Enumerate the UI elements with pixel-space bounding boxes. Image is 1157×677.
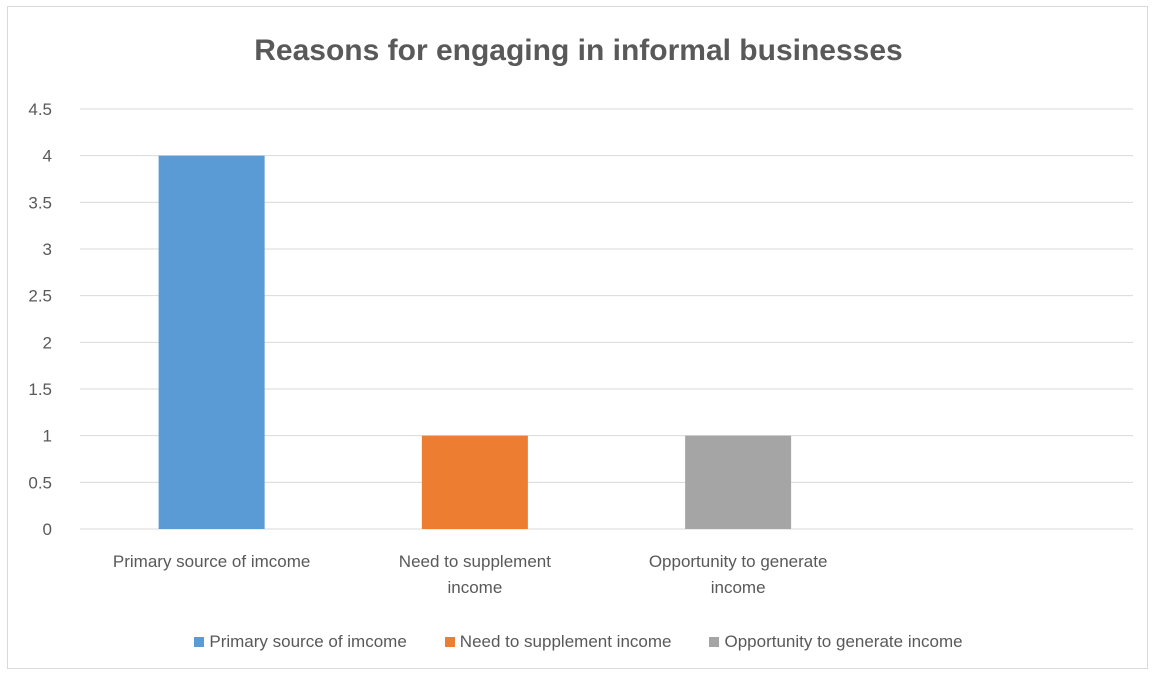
bar-1	[158, 155, 265, 529]
x-category-label: Need to supplement	[399, 552, 551, 571]
legend-swatch	[194, 637, 205, 647]
chart-title: Reasons for engaging in informal busines…	[254, 34, 903, 67]
y-tick-label: 3.5	[28, 193, 52, 212]
bar-2	[421, 435, 528, 529]
y-tick-label: 0	[43, 520, 52, 539]
x-category-label: income	[447, 578, 502, 597]
legend-swatch	[444, 637, 455, 647]
legend-item: Opportunity to generate income	[709, 632, 963, 652]
x-category-label: Primary source of imcome	[113, 552, 310, 571]
x-axis-category-labels: Primary source of imcome Need to suppleme…	[113, 552, 828, 597]
x-category-label: income	[711, 578, 766, 597]
y-tick-label: 4	[43, 147, 52, 166]
y-tick-label: 2.5	[28, 287, 52, 306]
legend-label: Need to supplement income	[459, 632, 672, 651]
legend-label: Primary source of imcome	[209, 632, 407, 651]
y-tick-label: 0.5	[28, 473, 52, 492]
bar-3	[685, 435, 792, 529]
y-tick-label: 2	[43, 333, 52, 352]
legend-item: Need to supplement income	[444, 632, 672, 652]
chart-legend: Primary source of imcome Need to suppleme…	[0, 632, 1157, 652]
bars	[158, 155, 792, 529]
y-tick-label: 1.5	[28, 380, 52, 399]
y-tick-label: 4.5	[28, 100, 52, 119]
y-axis-tick-labels: 0 0.5 1 1.5 2 2.5 3 3.5 4 4.5	[28, 100, 52, 539]
y-tick-label: 1	[43, 427, 52, 446]
y-tick-label: 3	[43, 240, 52, 259]
legend-label: Opportunity to generate income	[724, 632, 963, 651]
legend-swatch	[709, 637, 720, 647]
x-category-label: Opportunity to generate	[649, 552, 828, 571]
legend-item: Primary source of imcome	[194, 632, 407, 652]
